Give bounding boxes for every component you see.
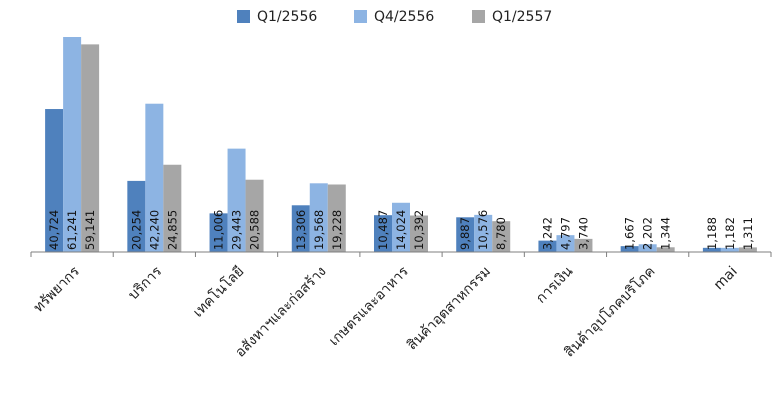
value-label-8-2: 2,202 — [641, 217, 655, 250]
x-axis — [30, 251, 772, 257]
bar-1-1 — [45, 109, 64, 252]
value-label-2-2: 42,240 — [147, 210, 161, 250]
bar-9-3 — [738, 247, 757, 252]
bar-7-2 — [556, 235, 575, 252]
legend-swatch-1 — [237, 10, 250, 23]
value-label-7-3: 3,740 — [576, 217, 590, 250]
bar-4-1 — [291, 205, 310, 252]
bar-5-2 — [392, 202, 410, 252]
category-label-8: สินค้าอุปโภคบริโภค — [561, 263, 659, 361]
bar-8-2 — [638, 244, 657, 252]
category-label-5: เกษตรและอาหาร — [326, 263, 412, 349]
bar-9-1 — [702, 247, 721, 252]
bar-6-2 — [474, 214, 493, 252]
value-label-4-2: 19,568 — [312, 210, 326, 250]
value-label-3-1: 11,006 — [212, 210, 226, 250]
bar-3-2 — [227, 148, 246, 252]
legend-swatch-3 — [472, 10, 485, 23]
bars — [45, 37, 757, 253]
bar-8-1 — [620, 246, 639, 252]
category-label-1: ทรัพยากร — [31, 263, 84, 316]
legend: Q1/2556 Q4/2556 Q1/2557 — [237, 9, 552, 25]
legend-swatch-2 — [354, 10, 367, 23]
bar-2-1 — [127, 180, 146, 252]
bar-5-1 — [374, 215, 392, 252]
bar-6-1 — [456, 217, 475, 252]
bar-2-3 — [163, 164, 182, 252]
category-label-3: เทคโนโลยี — [190, 263, 248, 321]
legend-label-3: Q1/2557 — [492, 9, 552, 25]
bar-4-3 — [327, 184, 346, 252]
value-label-8-1: 1,667 — [623, 217, 637, 250]
value-label-2-3: 24,855 — [165, 210, 179, 250]
category-label-9: mai — [711, 264, 741, 294]
value-label-8-3: 1,344 — [659, 217, 673, 250]
category-label-6: สินค้าอุตสาหกรรม — [404, 264, 494, 354]
value-label-1-2: 61,241 — [65, 210, 79, 250]
value-label-6-1: 9,887 — [458, 217, 472, 250]
value-label-6-3: 8,780 — [494, 217, 508, 250]
bar-1-2 — [63, 37, 82, 252]
bar-7-3 — [574, 238, 593, 252]
value-label-9-1: 1,188 — [705, 217, 719, 250]
value-label-7-2: 4,797 — [558, 217, 572, 250]
bar-8-3 — [656, 247, 675, 252]
value-label-7-1: 3,242 — [540, 217, 554, 250]
value-label-4-3: 19,228 — [330, 210, 344, 250]
value-label-6-2: 10,576 — [476, 210, 490, 250]
value-label-1-1: 40,724 — [47, 210, 61, 250]
bar-6-3 — [492, 221, 511, 252]
value-label-2-1: 20,254 — [129, 210, 143, 250]
bar-5-3 — [410, 215, 428, 252]
category-label-7: การเงิน — [533, 263, 576, 306]
legend-label-2: Q4/2556 — [374, 9, 434, 25]
bar-9-2 — [720, 247, 739, 252]
value-label-3-3: 20,588 — [248, 210, 262, 250]
bar-3-3 — [245, 179, 264, 252]
value-label-1-3: 59,141 — [83, 210, 97, 250]
bar-3-1 — [209, 213, 228, 252]
value-label-9-2: 1,182 — [723, 217, 737, 250]
bar-4-2 — [309, 183, 328, 252]
category-label-2: บริการ — [125, 263, 165, 303]
value-label-5-3: 10,392 — [412, 210, 426, 250]
value-label-3-2: 29,443 — [230, 210, 244, 250]
legend-label-1: Q1/2556 — [257, 9, 317, 25]
value-label-5-2: 14,024 — [394, 210, 408, 250]
bar-2-2 — [145, 103, 164, 253]
category-labels: ทรัพยากร บริการ เทคโนโลยีอสังหาฯและก่อสร้า… — [31, 263, 741, 361]
value-labels: 40,724 61,241 59,141 20,254 42,240 24,855 11,0… — [47, 210, 755, 250]
value-label-4-1: 13,306 — [294, 210, 308, 250]
bar-1-3 — [81, 44, 100, 252]
value-label-9-3: 1,311 — [741, 217, 755, 250]
category-label-4: อสังหาฯและก่อสร้าง — [232, 264, 329, 361]
bar-7-1 — [538, 240, 557, 252]
value-label-5-1: 10,487 — [376, 210, 390, 250]
